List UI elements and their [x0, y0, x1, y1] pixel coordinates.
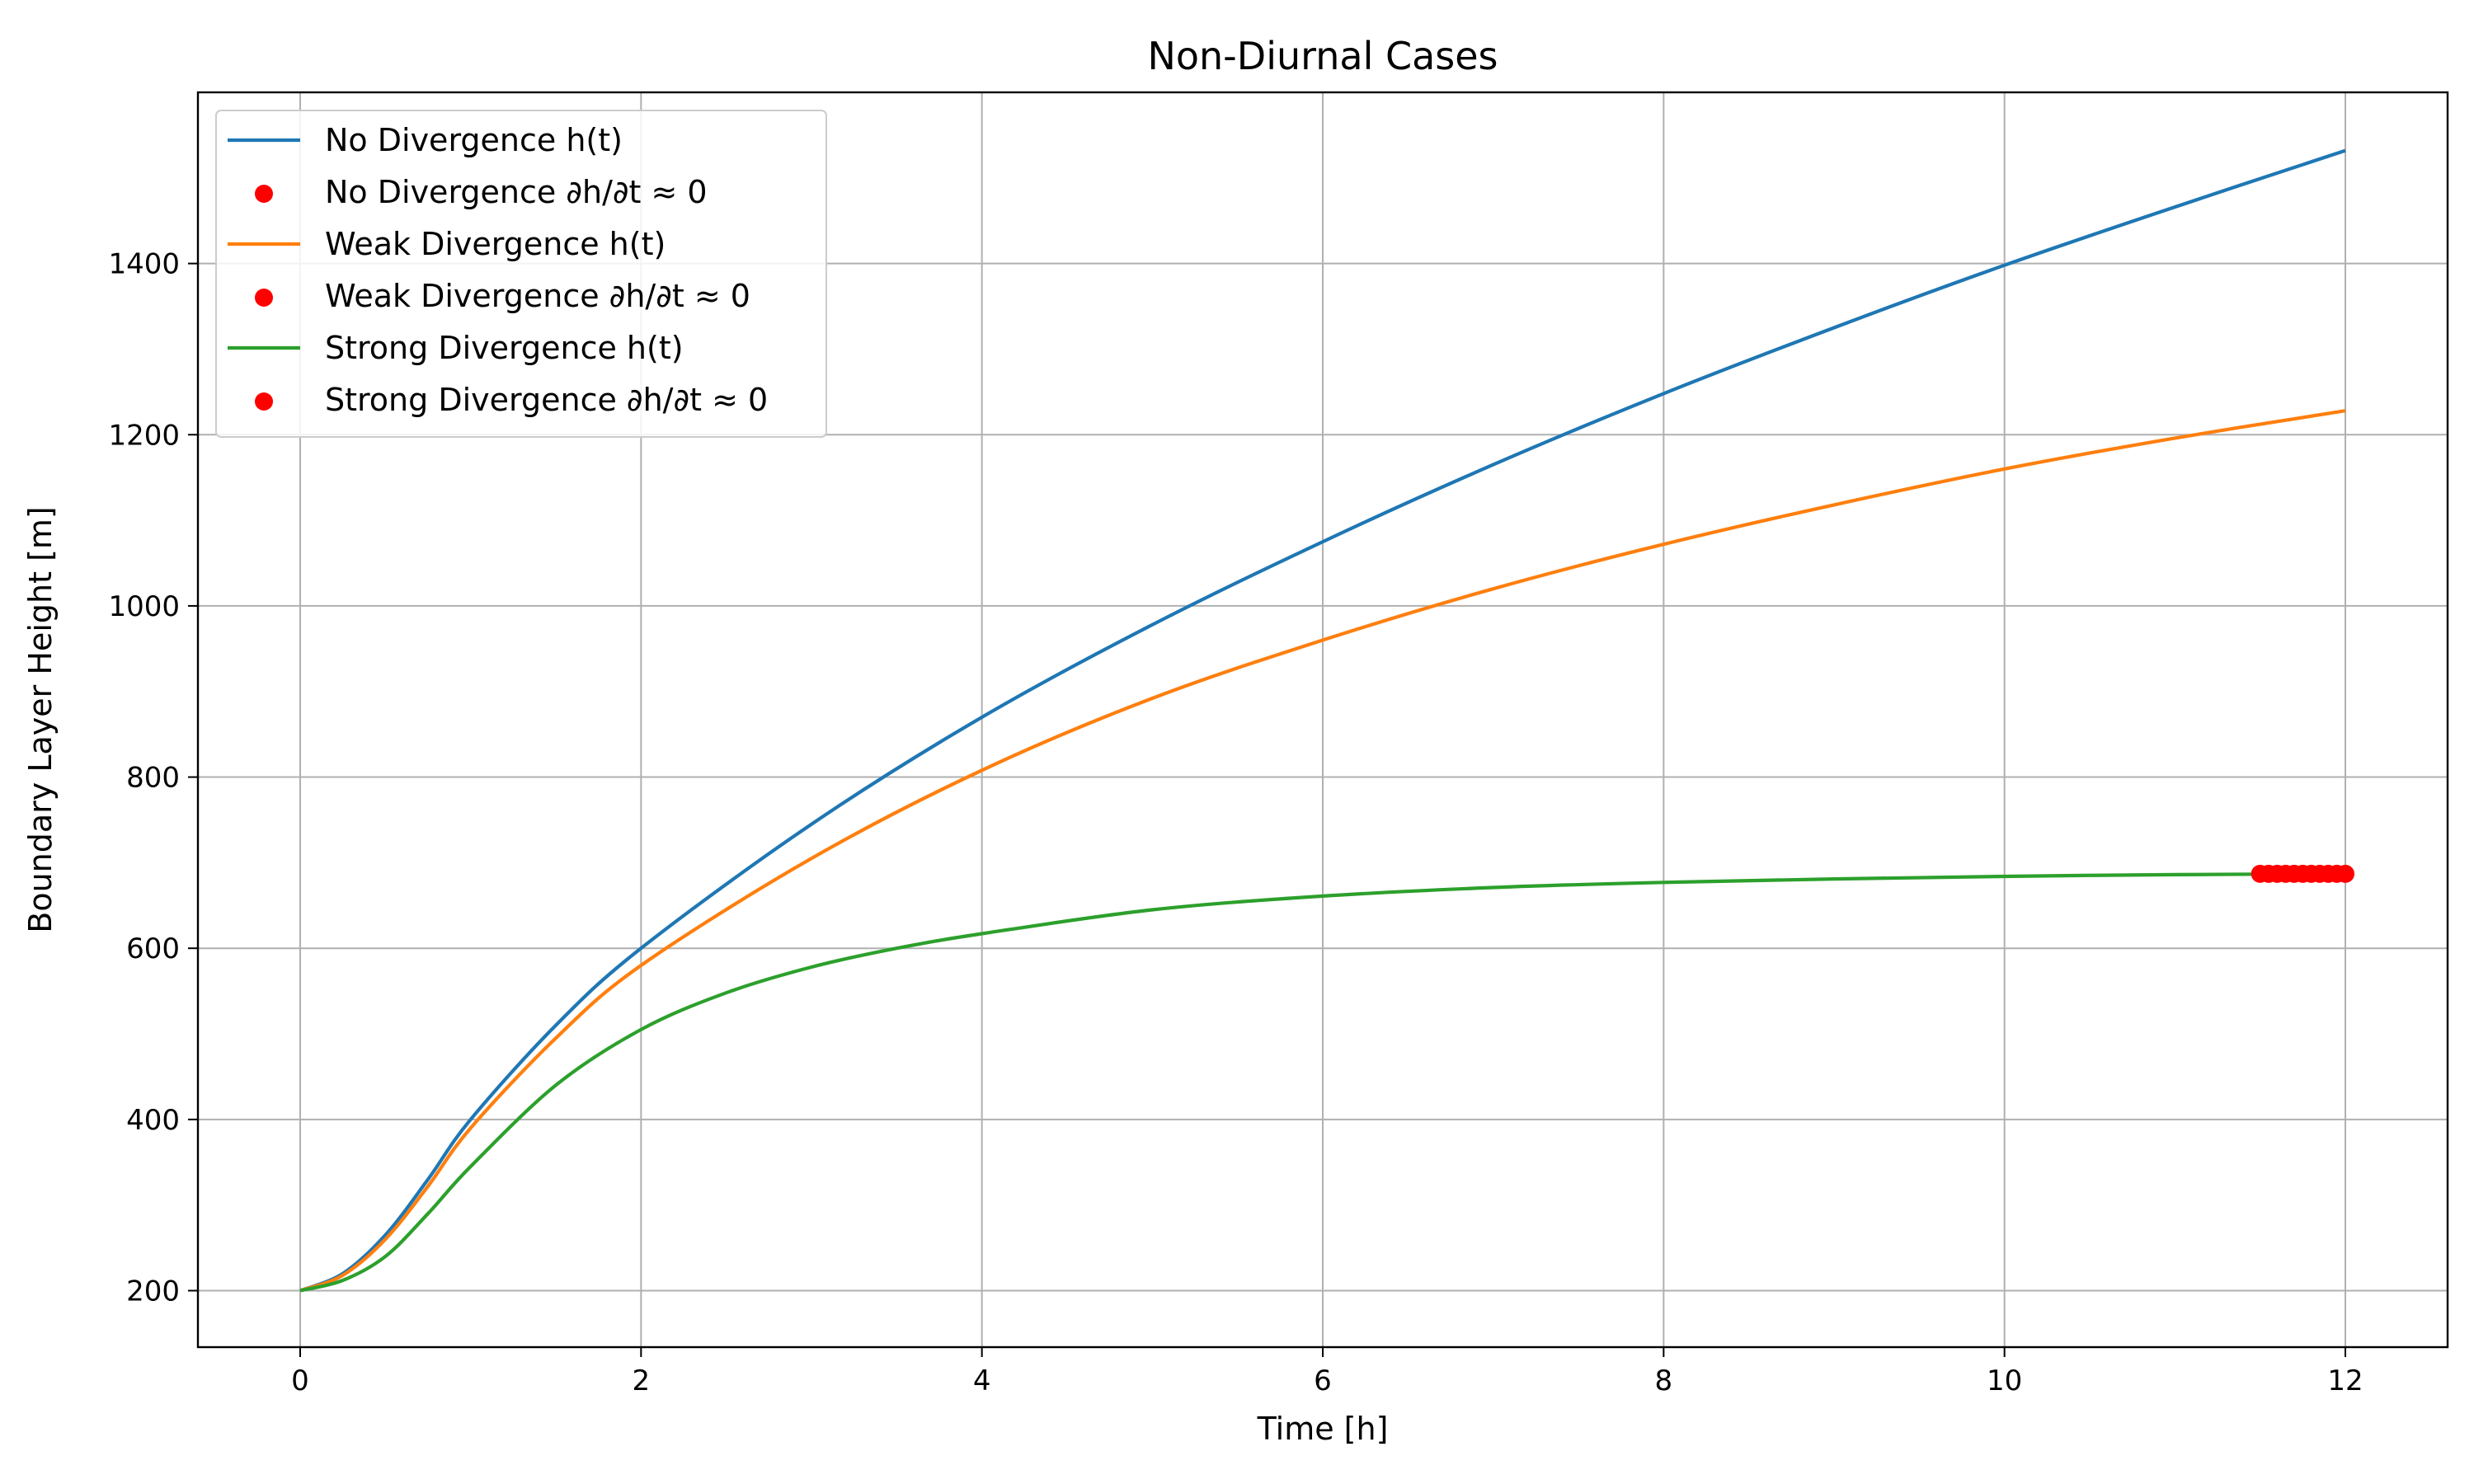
- x-tick-label: 12: [2327, 1364, 2363, 1397]
- x-tick-label: 6: [1314, 1364, 1332, 1397]
- grid-lines: [198, 92, 2448, 1347]
- legend-label: Strong Divergence h(t): [325, 330, 684, 366]
- legend-label: Weak Divergence h(t): [325, 226, 666, 262]
- y-axis-label: Boundary Layer Height [m]: [22, 506, 59, 932]
- legend-dot-marker: [255, 185, 273, 203]
- y-tick-label: 1000: [108, 590, 180, 623]
- y-tick-label: 400: [126, 1104, 180, 1137]
- series-line-0: [299, 148, 2346, 1293]
- scatter-point-5: [2336, 864, 2354, 883]
- x-axis-label: Time [h]: [1257, 1411, 1389, 1447]
- x-tick-label: 10: [1987, 1364, 2022, 1397]
- y-tick-label: 800: [126, 762, 180, 795]
- legend-label: Strong Divergence ∂h/∂t ≈ 0: [325, 382, 768, 418]
- chart-title: Non-Diurnal Cases: [1147, 34, 1498, 78]
- x-tick-label: 0: [291, 1364, 309, 1397]
- x-tick-label: 8: [1655, 1364, 1673, 1397]
- series-layer: [299, 148, 2354, 1293]
- legend-box: [215, 110, 827, 438]
- y-tick-label: 1400: [108, 248, 180, 281]
- legend-label: No Divergence h(t): [325, 122, 623, 158]
- y-tick-label: 1200: [108, 419, 180, 452]
- x-tick-label: 4: [973, 1364, 991, 1397]
- legend-label: No Divergence ∂h/∂t ≈ 0: [325, 174, 708, 210]
- series-line-4: [299, 871, 2346, 1293]
- legend: No Divergence h(t) No Divergence ∂h/∂t ≈ …: [215, 110, 827, 438]
- legend-dot-marker: [255, 392, 273, 411]
- x-tick-label: 2: [633, 1364, 651, 1397]
- legend-dot-marker: [255, 289, 273, 307]
- y-tick-label: 600: [126, 932, 180, 965]
- series-line-2: [299, 409, 2346, 1293]
- legend-label: Weak Divergence ∂h/∂t ≈ 0: [325, 278, 750, 314]
- axis-ticks: 0 2 4 6 8 10 12 200 400 600 800 1000 1200 1400: [108, 248, 2363, 1397]
- y-tick-label: 200: [126, 1275, 180, 1308]
